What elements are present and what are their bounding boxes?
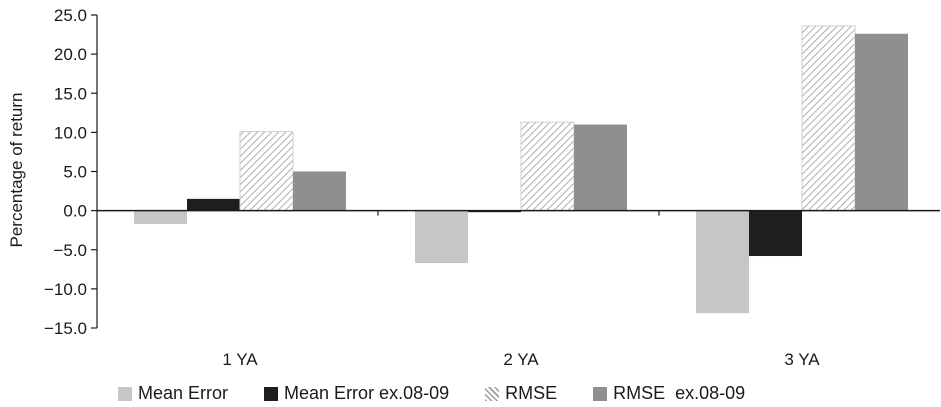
bar-mean-error-3-ya	[696, 210, 749, 314]
y-axis-title: Percentage of return	[7, 93, 26, 248]
legend-item: Mean Error	[118, 383, 228, 404]
legend-swatch	[593, 386, 608, 401]
y-tick-label: −5.0	[53, 241, 87, 260]
bar-mean-error-ex-08-09-3-ya	[749, 210, 802, 257]
y-tick-label: 5.0	[63, 163, 87, 182]
legend-swatch	[118, 386, 132, 401]
y-tick-label: 20.0	[54, 45, 87, 64]
legend-swatch	[485, 386, 500, 401]
legend: Mean Error Mean Error ex.08-09 RMSE RMSE ex…	[118, 383, 745, 404]
bar-rmse-2-ya	[520, 121, 575, 212]
x-axis: 1 YA 2 YA 3 YA	[97, 209, 940, 369]
legend-item: RMSE	[485, 383, 557, 404]
legend-label: RMSE	[505, 383, 558, 403]
bar-rmse-ex-08-09-2-ya	[574, 124, 627, 211]
bar-rmse-ex-08-09-3-ya	[855, 33, 908, 211]
bar-mean-error-1-ya	[134, 210, 187, 224]
legend-item: RMSE ex.08-09	[593, 383, 745, 404]
bar-chart: 25.0 20.0 15.0 10.0 5.0 0.0 −5.0 −10.0 −15.0 1 Y…	[7, 6, 940, 369]
legend-label: Mean Error ex.08-09	[284, 383, 450, 403]
legend-swatch	[264, 386, 279, 401]
y-tick-label: 0.0	[63, 202, 87, 221]
legend-label: RMSE ex.08-09	[613, 383, 746, 403]
x-tick-label: 1 YA	[222, 350, 258, 369]
bar-mean-error-ex-08-09-2-ya	[468, 210, 521, 213]
bar-rmse-ex-08-09-1-ya	[293, 171, 346, 211]
bar-mean-error-ex-08-09-1-ya	[187, 198, 240, 211]
y-tick-label: 25.0	[54, 6, 87, 25]
bar-rmse-3-ya	[801, 25, 856, 212]
bar-rmse-1-ya	[239, 131, 294, 212]
y-tick-label: 10.0	[54, 123, 87, 142]
bars-group	[134, 25, 908, 314]
y-tick-label: −10.0	[44, 280, 87, 299]
x-tick-label: 2 YA	[503, 350, 539, 369]
legend-item: Mean Error ex.08-09	[264, 383, 449, 404]
y-axis: 25.0 20.0 15.0 10.0 5.0 0.0 −5.0 −10.0 −15.0	[44, 6, 98, 338]
x-tick-label: 3 YA	[784, 350, 820, 369]
y-tick-label: 15.0	[54, 84, 87, 103]
bar-mean-error-2-ya	[415, 210, 468, 264]
legend-label: Mean Error	[138, 383, 229, 403]
y-tick-label: −15.0	[44, 319, 87, 338]
